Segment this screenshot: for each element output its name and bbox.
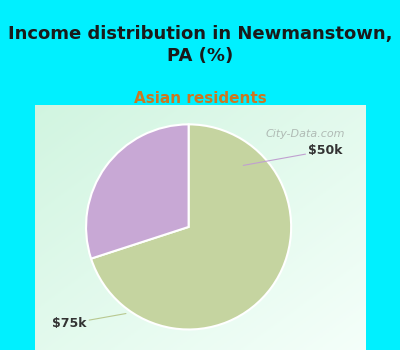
Wedge shape — [86, 124, 189, 259]
Text: $50k: $50k — [243, 144, 343, 166]
Text: City-Data.com: City-Data.com — [266, 130, 346, 139]
Text: Income distribution in Newmanstown,
PA (%): Income distribution in Newmanstown, PA (… — [8, 25, 392, 65]
Text: Asian residents: Asian residents — [134, 91, 266, 106]
Text: $75k: $75k — [52, 314, 126, 330]
Wedge shape — [91, 124, 291, 329]
